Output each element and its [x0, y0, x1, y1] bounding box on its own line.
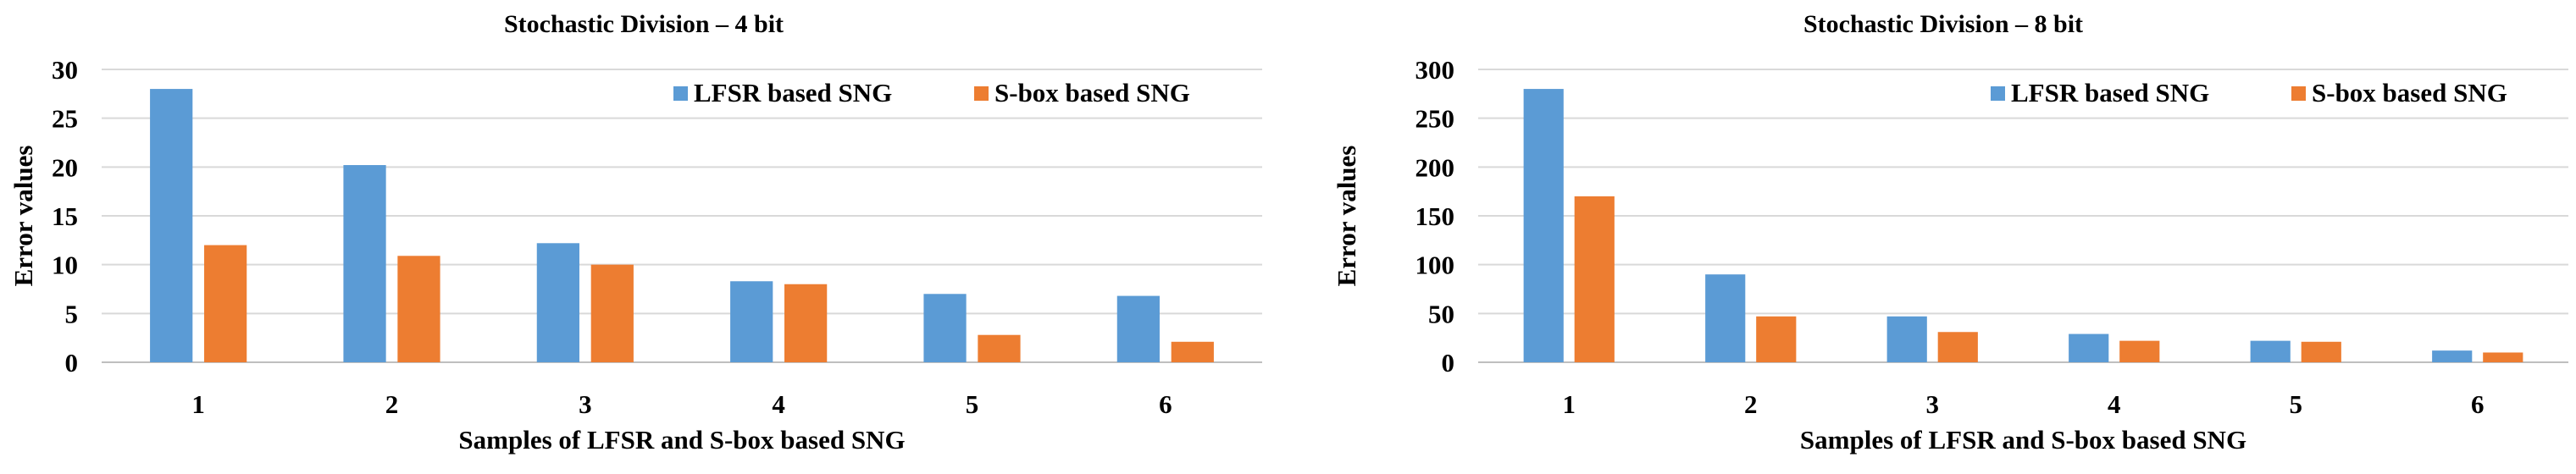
- x-tick-label: 5: [966, 389, 979, 419]
- x-tick-label: 4: [772, 389, 785, 419]
- y-tick-label: 150: [1415, 201, 1455, 231]
- x-axis-label: Samples of LFSR and S-box based SNG: [458, 425, 905, 455]
- bar-sbox-2: [397, 256, 440, 362]
- bar-sbox-4: [2119, 340, 2160, 362]
- legend-label-sbox: S-box based SNG: [2312, 78, 2507, 107]
- legend-label-sbox: S-box based SNG: [994, 78, 1190, 107]
- x-tick-label: 4: [2108, 389, 2121, 419]
- bar-sbox-3: [1937, 332, 1978, 362]
- bar-sbox-1: [1574, 196, 1615, 362]
- bar-lfsr-4: [2069, 333, 2109, 362]
- legend-swatch-lfsr: [1991, 86, 2005, 101]
- bar-lfsr-1: [1523, 89, 1564, 363]
- legend-label-lfsr: LFSR based SNG: [694, 78, 892, 107]
- chart-title: Stochastic Division – 4 bit: [504, 10, 784, 38]
- chart-1: Stochastic Division – 4 bit0510152025301…: [8, 10, 1262, 455]
- legend-label-lfsr: LFSR based SNG: [2011, 78, 2209, 107]
- bar-lfsr-5: [2250, 340, 2291, 362]
- bar-sbox-6: [1171, 341, 1214, 362]
- x-tick-label: 3: [579, 389, 592, 419]
- y-tick-label: 20: [52, 152, 78, 182]
- bar-sbox-1: [204, 245, 247, 362]
- y-tick-label: 5: [65, 299, 79, 328]
- bar-sbox-3: [590, 264, 634, 362]
- x-tick-label: 1: [191, 389, 205, 419]
- x-tick-label: 1: [1563, 389, 1576, 419]
- y-tick-label: 15: [52, 201, 78, 231]
- y-tick-label: 25: [52, 104, 78, 134]
- y-tick-label: 300: [1415, 55, 1455, 85]
- y-tick-label: 50: [1428, 299, 1454, 328]
- x-tick-label: 2: [1744, 389, 1758, 419]
- y-tick-label: 0: [65, 348, 79, 378]
- bar-sbox-5: [978, 334, 1021, 362]
- bar-sbox-2: [1756, 316, 1797, 362]
- bar-sbox-5: [2301, 341, 2341, 362]
- bar-lfsr-2: [343, 165, 386, 362]
- x-tick-label: 6: [1159, 389, 1172, 419]
- y-axis-label: Error values: [8, 146, 38, 287]
- chart-2: Stochastic Division – 8 bit 0 50 100 150 200 2…: [1332, 10, 2568, 455]
- y-tick-label: 100: [1415, 251, 1455, 280]
- bar-lfsr-3: [536, 243, 579, 362]
- bar-sbox-6: [2483, 352, 2523, 362]
- legend-swatch-sbox: [974, 86, 989, 101]
- bar-lfsr-5: [923, 294, 967, 362]
- y-tick-label: 200: [1415, 152, 1455, 182]
- x-tick-label: 5: [2290, 389, 2303, 419]
- bar-lfsr-4: [730, 281, 773, 362]
- bar-sbox-4: [784, 284, 828, 362]
- y-tick-label: 0: [1442, 348, 1455, 378]
- bar-lfsr-2: [1705, 274, 1746, 362]
- bar-lfsr-6: [1116, 295, 1160, 362]
- bar-lfsr-3: [1886, 316, 1927, 362]
- bar-lfsr-1: [150, 89, 193, 363]
- x-tick-label: 6: [2471, 389, 2485, 419]
- y-tick-label: 10: [52, 251, 78, 280]
- chart-title: Stochastic Division – 8 bit: [1803, 10, 2083, 38]
- x-tick-label: 2: [385, 389, 399, 419]
- legend-swatch-sbox: [2291, 86, 2306, 101]
- y-tick-label: 250: [1415, 104, 1455, 134]
- y-axis-label: Error values: [1332, 146, 1361, 287]
- bar-lfsr-6: [2432, 350, 2473, 362]
- legend-swatch-lfsr: [673, 86, 688, 101]
- x-tick-label: 3: [1926, 389, 1940, 419]
- y-tick-label: 30: [52, 55, 78, 85]
- x-axis-label: Samples of LFSR and S-box based SNG: [1800, 425, 2246, 455]
